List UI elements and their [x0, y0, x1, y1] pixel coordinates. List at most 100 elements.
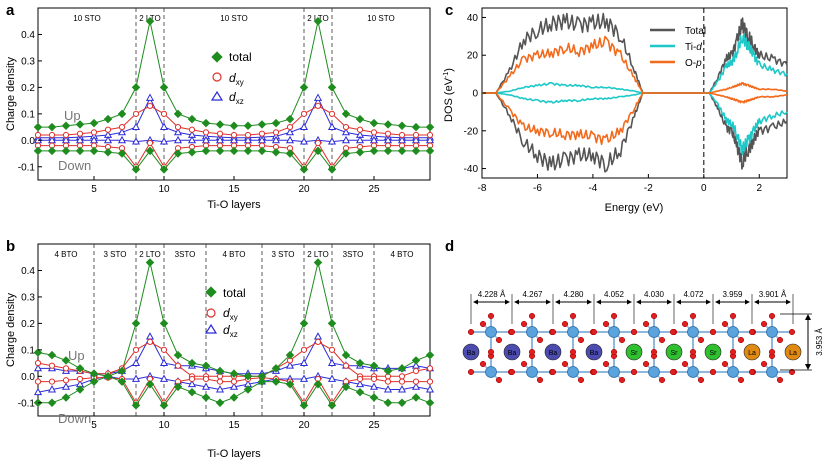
distance-label: 3.901 Å [759, 290, 787, 299]
b-point-dxz-up [285, 361, 295, 369]
a-xtick-label: 5 [91, 184, 97, 195]
a-point-total-up [299, 83, 309, 92]
o-atom [602, 320, 610, 328]
b-point-total-down [75, 385, 85, 394]
panel-a-ylabel: Charge density [5, 57, 17, 131]
panel-a-up-label: Up [64, 108, 81, 123]
legend-dos-op-label: O-p [685, 58, 702, 69]
panel-c-legend: Total Ti-d O-p [650, 26, 706, 69]
distance-arrow-head-left [636, 299, 641, 305]
a-point-total-up [229, 121, 239, 130]
o-atom [590, 368, 598, 376]
a-site-atom-la [743, 343, 761, 361]
a-point-total-up [383, 120, 393, 129]
a-point-dxy-up [62, 131, 70, 139]
b-point-dxz-up [299, 358, 309, 366]
a-region-label: 10 STO [73, 14, 100, 23]
a-site-atom-ba [462, 343, 480, 361]
distance-arrow-head-right [786, 299, 791, 305]
a-point-dxz-down [285, 135, 295, 144]
distance-arrow-head-left [676, 299, 681, 305]
panel-b-down-label: Down [58, 411, 91, 426]
a-point-dxy-up [174, 123, 182, 131]
c-xtick-label: 2 [756, 183, 762, 194]
b-ytick-label: -0.1 [18, 398, 36, 409]
o-atom [669, 328, 677, 336]
a-point-total-up [397, 121, 407, 130]
o-atom [630, 368, 638, 376]
legend-b-dxy-label: dxy [223, 306, 238, 322]
b-point-dxz-down [61, 382, 71, 390]
a-point-total-up [411, 122, 421, 132]
b-point-total-down [61, 393, 71, 402]
b-point-total-up [173, 350, 183, 360]
panel-b-xlabel: Ti-O layers [207, 448, 261, 460]
a-point-total-down [397, 146, 407, 156]
a-point-total-down [131, 165, 141, 174]
a-point-total-down [103, 147, 113, 157]
b-point-dxz-down [369, 382, 379, 390]
o-atom [788, 328, 796, 336]
o-atom [737, 336, 745, 344]
b-region-label: 3 STO [104, 250, 127, 259]
b-point-total-up [159, 319, 169, 328]
b-point-total-up [215, 366, 225, 376]
b-point-dxz-down [229, 382, 239, 390]
o-atom [479, 360, 487, 368]
ti-atom [687, 366, 699, 378]
c-xtick-label: -6 [533, 183, 542, 194]
b-xtick-label: 5 [91, 420, 97, 431]
distance-arrow-head-left [473, 299, 478, 305]
b-point-dxz-down [425, 385, 435, 393]
b-ytick-label: 0.4 [21, 266, 35, 277]
o-atom [630, 328, 638, 336]
b-point-total-down [299, 401, 309, 410]
legend-b-total-marker [205, 286, 217, 298]
b-ytick-label: 0.2 [21, 319, 35, 330]
crystal-structure: Ba Ba Ba Ba Sr Sr Sr La La [462, 312, 802, 384]
b-xtick-label: 25 [368, 420, 380, 431]
b-point-dxy-down [76, 375, 84, 383]
b-point-dxz-down [187, 379, 197, 388]
distance-label: 4.280 [563, 290, 584, 299]
o-atom [760, 360, 768, 368]
b-point-total-up [75, 364, 85, 373]
o-atom [520, 360, 528, 368]
b-point-total-up [61, 356, 71, 365]
a-point-dxy-up [76, 130, 84, 137]
a-xtick-label: 25 [368, 184, 380, 195]
a-site-atom-label: Sr [710, 350, 718, 357]
o-atom [610, 348, 618, 356]
b-point-dxz-up [327, 358, 337, 366]
a-point-total-up [341, 109, 351, 119]
b-region-label: 4 BTO [223, 250, 246, 259]
panel-b-region-dividers: 4 BTO 3 STO 2 LTO 3STO 4 BTO 3 STO 2 LTO 3STO 4 … [55, 244, 413, 416]
c-ytick-label: 20 [467, 51, 479, 62]
a-point-total-up [75, 120, 85, 129]
b-point-dxy-up [62, 365, 70, 372]
a-point-total-down [411, 146, 421, 156]
b-point-dxy-up [34, 359, 42, 367]
o-atom [528, 312, 536, 320]
dos-line-O-p-up [482, 35, 788, 94]
b-ytick-label: 0.0 [21, 372, 35, 383]
panel-b-series [33, 258, 435, 410]
panel-b-label: b [6, 238, 15, 255]
b-point-total-down [159, 401, 169, 410]
a-point-dxy-up [216, 130, 224, 137]
a-point-dxy-up [188, 126, 196, 133]
a-xtick-label: 20 [298, 184, 310, 195]
distance-arrow-head-right [505, 299, 510, 305]
o-atom [768, 312, 776, 320]
a-point-dxz-down [299, 137, 309, 145]
a-region-label: 10 STO [367, 14, 394, 23]
a-point-dxy-up [230, 131, 238, 139]
o-atom [748, 368, 756, 376]
panel-c-label: c [445, 2, 453, 19]
panel-d-label: d [445, 238, 454, 255]
o-atom [561, 360, 569, 368]
b-point-total-up [243, 372, 253, 381]
b-point-total-down [229, 393, 239, 402]
b-point-total-up [397, 364, 407, 373]
dos-line-O-p-down [482, 92, 787, 146]
